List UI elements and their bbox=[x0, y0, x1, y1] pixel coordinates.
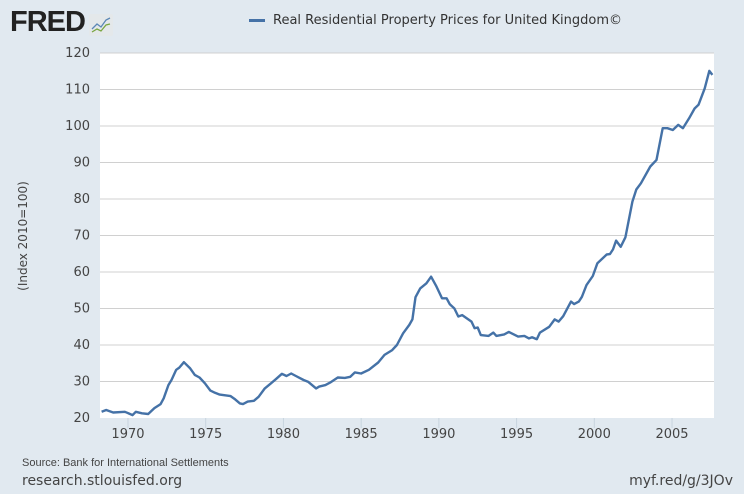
y-tick-label: 120 bbox=[65, 46, 90, 61]
line-chart-icon bbox=[88, 14, 113, 36]
y-tick-label: 90 bbox=[73, 156, 90, 171]
y-tick-label: 80 bbox=[73, 192, 90, 207]
chart-legend: Real Residential Property Prices for Uni… bbox=[249, 13, 622, 28]
x-tick-label: 1990 bbox=[422, 427, 455, 442]
x-tick-label: 1985 bbox=[345, 427, 378, 442]
source-note: Source: Bank for International Settlemen… bbox=[22, 457, 229, 469]
y-tick-label: 100 bbox=[65, 119, 90, 134]
legend-label: Real Residential Property Prices for Uni… bbox=[273, 13, 623, 28]
y-tick-label: 50 bbox=[73, 302, 90, 317]
x-tick-label: 1980 bbox=[267, 427, 300, 442]
x-tick-label: 1975 bbox=[189, 427, 222, 442]
x-tick-label: 2005 bbox=[655, 427, 688, 442]
y-tick-label: 60 bbox=[73, 265, 90, 280]
legend-swatch bbox=[249, 19, 265, 22]
fred-logo-text: FRED bbox=[10, 6, 86, 38]
fred-logo[interactable]: FRED bbox=[10, 6, 113, 38]
x-tick-label: 1995 bbox=[500, 427, 533, 442]
x-tick-label: 2000 bbox=[578, 427, 611, 442]
y-tick-label: 30 bbox=[73, 375, 90, 390]
y-tick-label: 20 bbox=[73, 411, 90, 426]
x-tick-label: 1970 bbox=[111, 427, 144, 442]
site-link[interactable]: research.stlouisfed.org bbox=[22, 473, 183, 489]
y-tick-label: 110 bbox=[65, 83, 90, 98]
short-url-link[interactable]: myf.red/g/3JOv bbox=[629, 473, 733, 489]
series-line bbox=[101, 69, 714, 417]
y-tick-label: 70 bbox=[73, 229, 90, 244]
y-tick-label: 40 bbox=[73, 338, 90, 353]
